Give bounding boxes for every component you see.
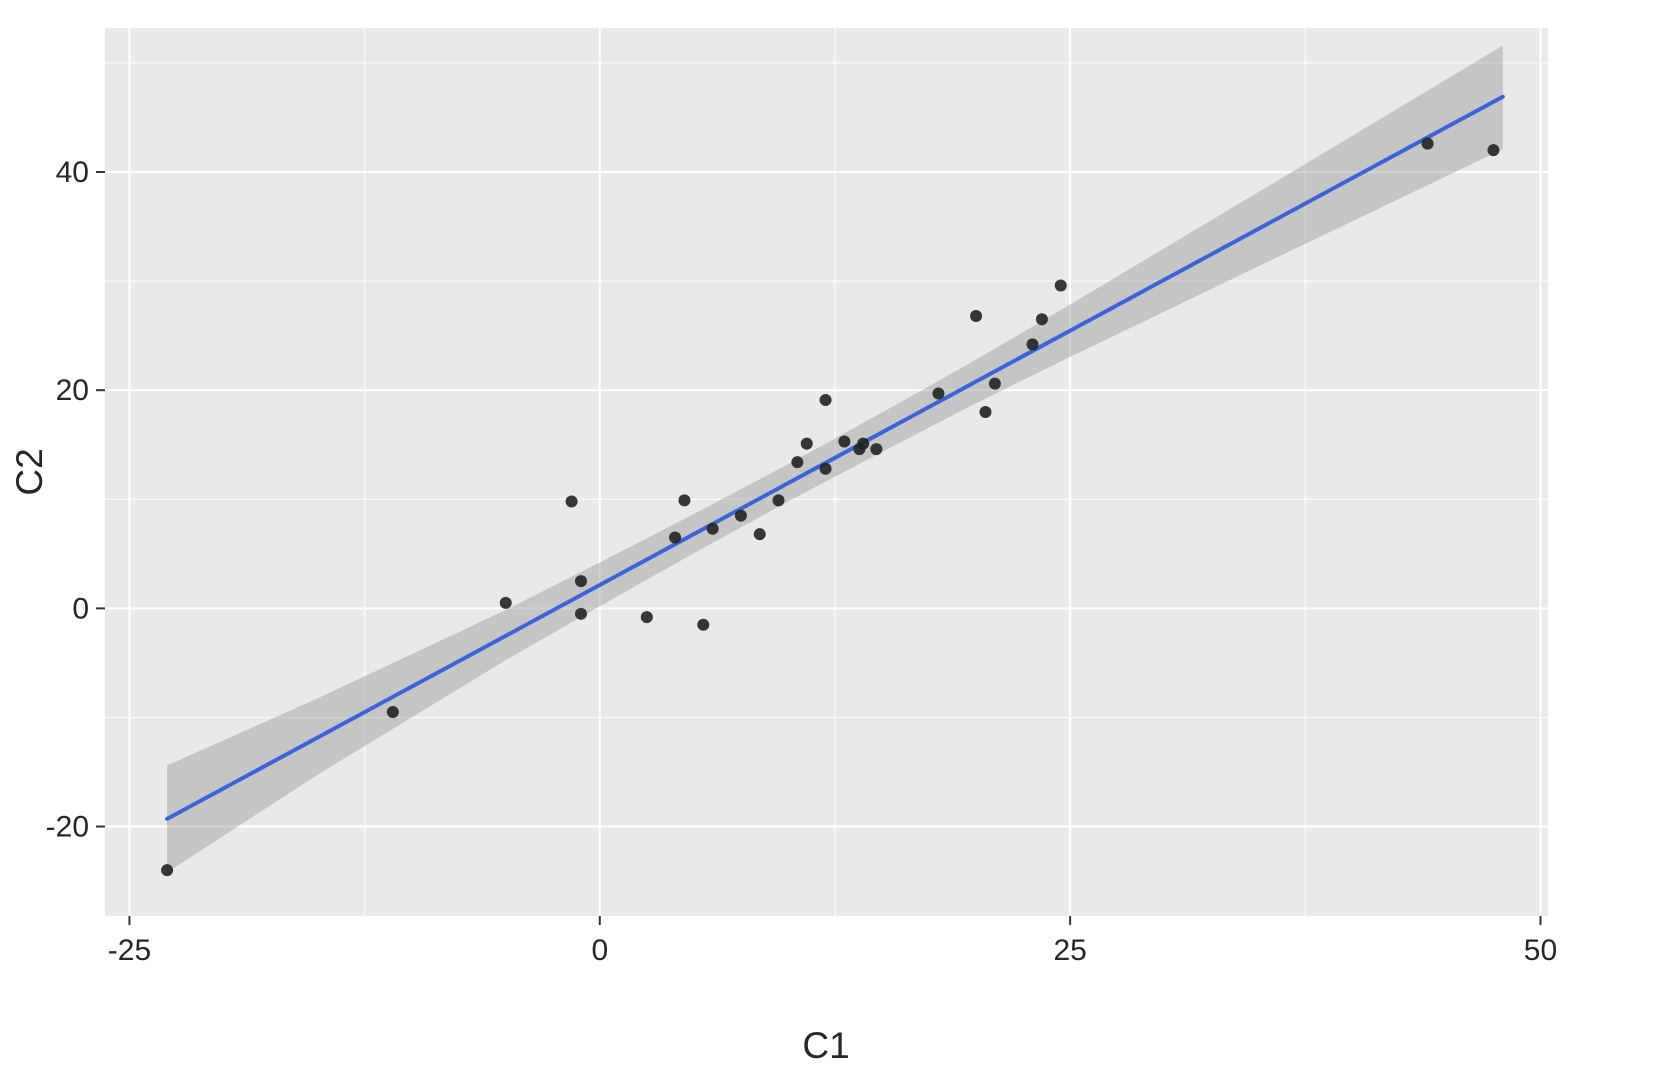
data-point: [1026, 338, 1039, 351]
data-point: [970, 310, 983, 322]
x-tick-label: 25: [1053, 934, 1086, 967]
x-tick-label: 0: [591, 934, 608, 967]
data-point: [706, 522, 719, 535]
data-point: [574, 607, 587, 620]
y-tick-label: 0: [72, 592, 89, 625]
data-point: [669, 531, 682, 544]
x-axis-title: C1: [802, 1025, 849, 1066]
data-point: [838, 435, 851, 448]
y-axis-title: C2: [9, 448, 50, 495]
data-point: [640, 611, 653, 624]
data-point: [819, 394, 832, 406]
data-point: [1421, 137, 1434, 150]
data-point: [988, 377, 1001, 390]
data-point: [772, 494, 785, 507]
x-tick-label: -25: [108, 934, 151, 967]
plot-panel: -25 0 25 50 -20 0 20 40: [46, 28, 1557, 967]
x-tick-label: 50: [1524, 934, 1557, 967]
data-point: [734, 509, 747, 522]
data-point: [791, 456, 804, 469]
data-point: [932, 387, 945, 400]
data-point: [386, 706, 399, 718]
y-tick-label: 20: [56, 374, 89, 407]
data-point: [161, 864, 174, 877]
data-point: [678, 494, 691, 507]
data-point: [819, 462, 832, 475]
data-point: [1487, 144, 1500, 157]
data-point: [565, 495, 578, 508]
data-point: [697, 618, 710, 631]
data-point: [870, 443, 883, 456]
data-point: [857, 437, 870, 450]
data-point: [574, 575, 587, 588]
y-tick-label: -20: [46, 811, 89, 844]
data-point: [499, 596, 512, 609]
data-point: [1054, 279, 1067, 292]
data-point: [800, 437, 813, 450]
y-tick-label: 40: [56, 156, 89, 189]
data-point: [979, 406, 992, 418]
regression-line: [165, 94, 1505, 821]
data-point: [753, 528, 766, 541]
data-point: [1035, 313, 1048, 326]
